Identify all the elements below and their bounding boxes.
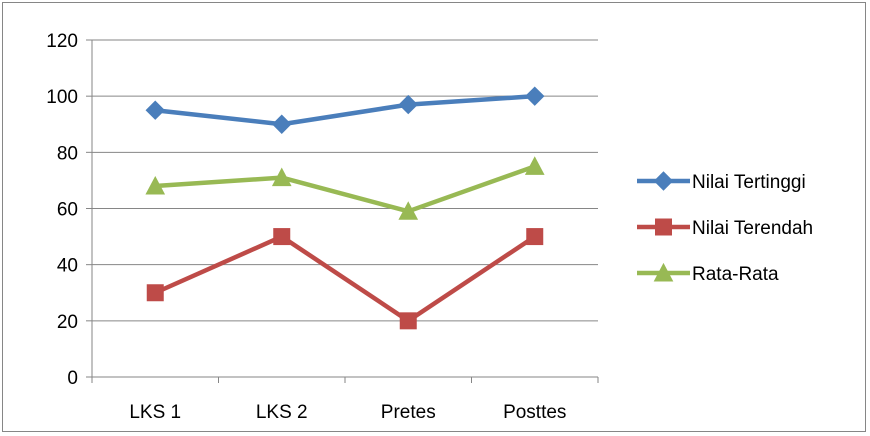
series-line-2 bbox=[155, 164, 536, 214]
legend-marker-1 bbox=[655, 218, 672, 236]
series-1-point-2 bbox=[399, 312, 417, 330]
legend-marker-0 bbox=[653, 171, 674, 191]
series-2-point-1 bbox=[271, 167, 292, 187]
series-1-point-0 bbox=[146, 284, 164, 302]
legend-label-2: Rata-Rata bbox=[692, 264, 779, 285]
legend-marker-2 bbox=[653, 262, 674, 282]
series-2-point-0 bbox=[145, 175, 166, 195]
x-tick-label-1: LKS 2 bbox=[256, 402, 308, 423]
y-tick-label-40: 40 bbox=[57, 256, 78, 277]
x-tick-label-3: Posttes bbox=[503, 402, 566, 423]
y-tick-label-60: 60 bbox=[57, 200, 78, 221]
series-0-point-3 bbox=[525, 86, 545, 106]
series-2-point-3 bbox=[524, 156, 545, 175]
series-line-1 bbox=[154, 234, 536, 324]
y-tick-label-80: 80 bbox=[57, 143, 78, 164]
y-tick-label-120: 120 bbox=[46, 31, 78, 52]
chart-frame bbox=[2, 2, 866, 432]
series-0-point-1 bbox=[272, 114, 292, 134]
series-1-point-3 bbox=[526, 228, 544, 246]
series-2-point-2 bbox=[398, 201, 419, 220]
legend-label-0: Nilai Tertinggi bbox=[692, 172, 806, 193]
legend-label-1: Nilai Terendah bbox=[692, 218, 813, 239]
x-tick-label-2: Pretes bbox=[381, 402, 436, 423]
series-0-point-0 bbox=[145, 100, 165, 120]
series-line-0 bbox=[155, 93, 535, 127]
x-tick-label-0: LKS 1 bbox=[129, 402, 181, 423]
y-tick-label-20: 20 bbox=[57, 312, 78, 333]
series-1-point-1 bbox=[273, 228, 291, 246]
y-tick-label-100: 100 bbox=[46, 87, 78, 108]
y-tick-label-0: 0 bbox=[67, 368, 78, 389]
series-0-point-2 bbox=[398, 94, 418, 115]
